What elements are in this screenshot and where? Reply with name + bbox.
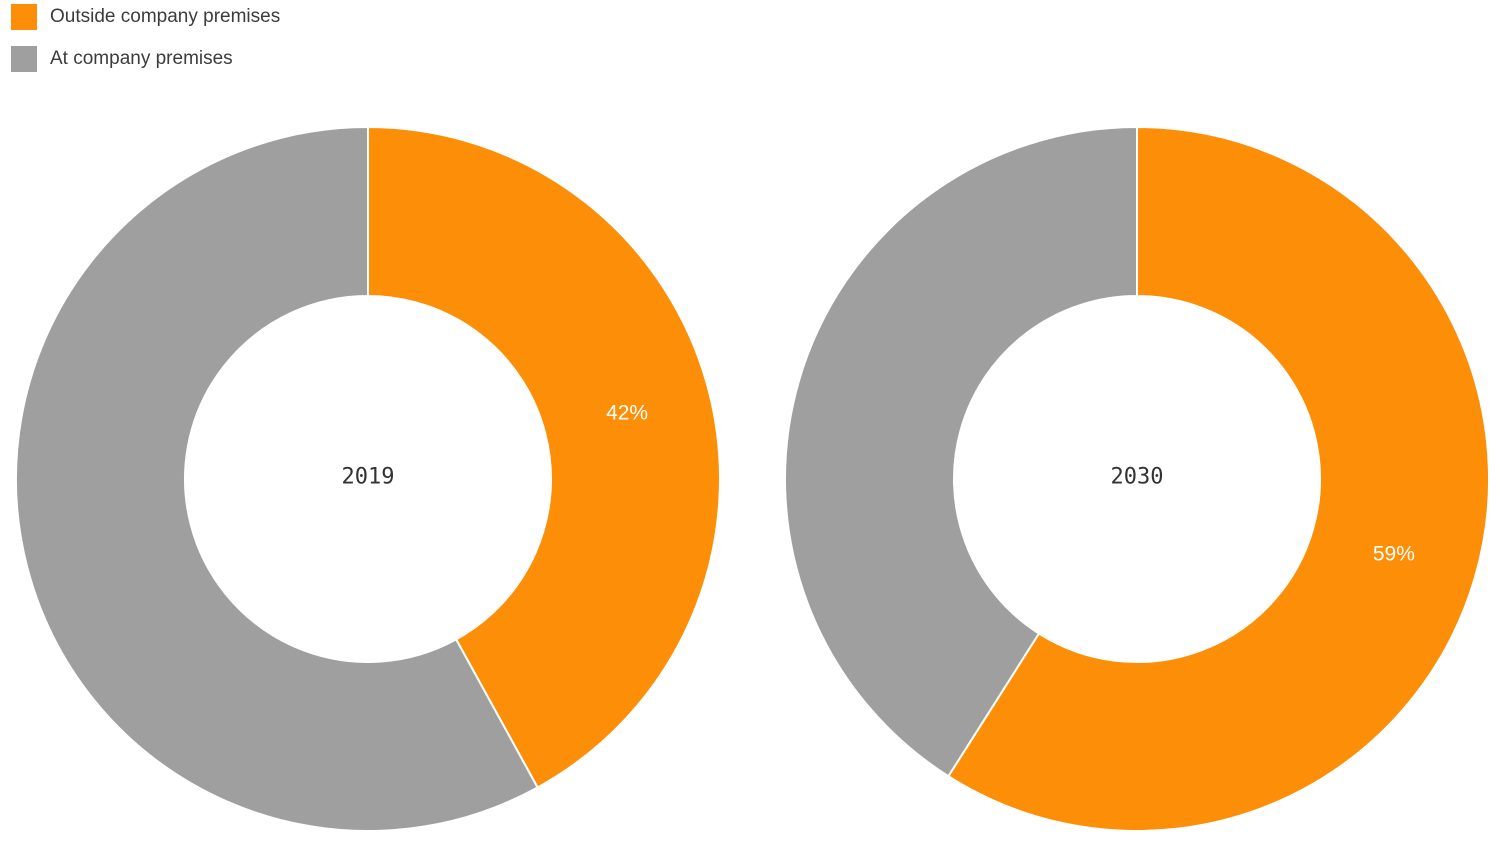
legend: Outside company premises At company prem… <box>11 4 280 88</box>
donut-slice-outside-company-premises <box>367 126 721 789</box>
slice-percentage-label: 59% <box>1373 543 1415 566</box>
donut-slice-at-company-premises <box>784 126 1138 778</box>
legend-swatch-outside-company-premises <box>11 4 37 30</box>
donut-chart-2030: 59% 2030 <box>784 126 1490 832</box>
legend-label-at-company-premises: At company premises <box>50 48 233 69</box>
donut-slice-outside-company-premises <box>947 126 1490 832</box>
donut-slice-at-company-premises <box>15 126 539 832</box>
legend-label-outside-company-premises: Outside company premises <box>50 6 281 27</box>
donut-chart-2030-svg: 59% <box>784 126 1490 832</box>
legend-swatch-at-company-premises <box>11 46 37 72</box>
donut-chart-2019-svg: 42% <box>15 126 721 832</box>
legend-item-at-company-premises: At company premises <box>11 46 280 72</box>
donut-chart-2019: 42% 2019 <box>15 126 721 832</box>
legend-item-outside-company-premises: Outside company premises <box>11 4 280 30</box>
slice-percentage-label: 42% <box>606 401 648 424</box>
